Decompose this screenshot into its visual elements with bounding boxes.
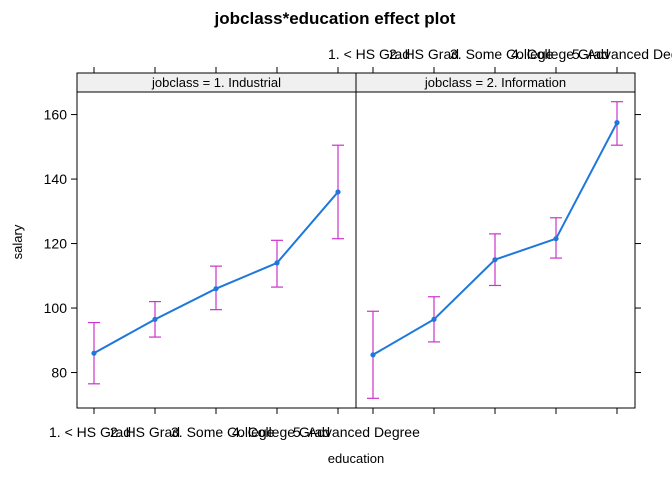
y-tick-label: 120 xyxy=(44,236,68,252)
data-point xyxy=(492,257,498,263)
y-tick-label: 100 xyxy=(44,300,68,316)
panel-frame xyxy=(76,72,357,409)
panel-strip-label: jobclass = 2. Information xyxy=(424,75,566,90)
x-tick-label: 2. HS Grad xyxy=(389,46,459,62)
panel-2: jobclass = 2. Information 1. < HS Grad2. … xyxy=(328,46,672,414)
y-axis: 80 100 120 140 160 xyxy=(44,107,641,381)
x-tick-label: 2. HS Grad xyxy=(110,424,180,440)
panel-strip-label: jobclass = 1. Industrial xyxy=(151,75,281,90)
data-point xyxy=(431,316,437,322)
y-tick-label: 140 xyxy=(44,171,68,187)
x-tick-label: 3. Some College xyxy=(171,424,275,440)
x-tick-label: 5. Advanced Degree xyxy=(572,46,672,62)
data-point xyxy=(370,352,376,358)
y-tick-label: 160 xyxy=(44,107,68,123)
x-tick-label: 1. < HS Grad xyxy=(328,46,410,62)
x-tick-label: 4. College Grad xyxy=(232,424,330,440)
y-tick-label: 80 xyxy=(51,365,67,381)
x-tick-label: 1. < HS Grad xyxy=(49,424,131,440)
data-point xyxy=(553,236,559,242)
x-tick-label: 5. Advanced Degree xyxy=(293,424,420,440)
chart-title: jobclass*education effect plot xyxy=(214,9,456,28)
y-axis-label: salary xyxy=(10,224,25,259)
x-axis-label: education xyxy=(328,451,384,466)
data-point xyxy=(152,316,158,322)
data-point xyxy=(614,120,620,126)
x-tick-label: 4. College Grad xyxy=(511,46,609,62)
data-point xyxy=(335,189,341,195)
data-point xyxy=(91,350,97,356)
data-point xyxy=(274,260,280,266)
data-point xyxy=(213,286,219,292)
x-tick-label: 3. Some College xyxy=(450,46,554,62)
